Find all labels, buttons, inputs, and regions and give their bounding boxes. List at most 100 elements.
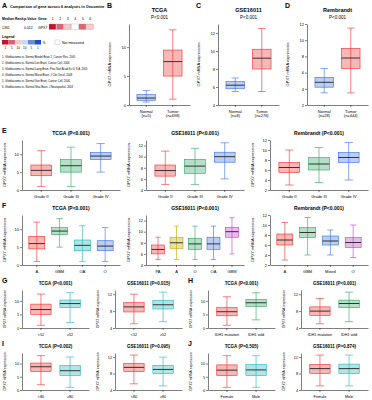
y-tick-mark bbox=[20, 301, 22, 302]
y-axis-line bbox=[22, 141, 23, 191]
whisker-cap-min bbox=[174, 259, 179, 260]
box bbox=[217, 356, 237, 388]
y-tick: 5 bbox=[203, 376, 208, 380]
x-tick-label: IDH1 mutation bbox=[215, 333, 239, 337]
box-body bbox=[152, 245, 165, 254]
box-body bbox=[226, 82, 245, 89]
x-tick: Normal(n=8) bbox=[229, 105, 242, 118]
median bbox=[185, 166, 206, 167]
y-tick-mark bbox=[305, 40, 307, 41]
y-tick-label: 10 bbox=[263, 148, 268, 153]
y-tick-label: 10 bbox=[15, 362, 19, 366]
box bbox=[207, 226, 220, 259]
y-tick-label: 12 bbox=[294, 293, 298, 297]
y-tick-label: 8 bbox=[213, 67, 216, 72]
median bbox=[315, 82, 334, 83]
y-axis: 0510 bbox=[122, 25, 130, 108]
title: GSE16011 (P=0.015) bbox=[127, 281, 170, 286]
colorbar-cell bbox=[28, 40, 35, 45]
box-body bbox=[300, 228, 316, 238]
y-tick: 2 bbox=[265, 263, 270, 268]
x-tick-mark bbox=[172, 105, 173, 107]
whisker-cap-min bbox=[232, 91, 239, 92]
y-tick-label: 4 bbox=[213, 103, 216, 108]
x-axis: <52≥52 bbox=[116, 328, 183, 337]
y-axis: 4681012 bbox=[139, 216, 147, 268]
y-tick: 6 bbox=[141, 252, 146, 257]
x-tick-label: Female bbox=[314, 395, 327, 399]
y-tick-label: 6 bbox=[213, 85, 216, 90]
x-axis-line bbox=[271, 265, 369, 266]
box-body bbox=[153, 301, 173, 309]
y-axis-title: GPX7 mRNA expression bbox=[250, 143, 255, 187]
colorbar-label: 10 bbox=[17, 46, 21, 50]
x-tick-mark bbox=[82, 265, 83, 267]
y-axis-line bbox=[115, 354, 116, 391]
x-tick: IDH1 mutation bbox=[215, 328, 239, 337]
y-tick-label: 5 bbox=[203, 376, 205, 380]
y-axis: 0510 bbox=[15, 291, 23, 331]
y-axis: 4812 bbox=[108, 291, 116, 331]
y-tick-mark bbox=[144, 190, 146, 191]
median bbox=[246, 302, 266, 303]
x-tick-label: ≥52 bbox=[67, 333, 73, 337]
box-body bbox=[185, 159, 206, 173]
median bbox=[339, 303, 359, 304]
whisker-cap-max bbox=[316, 298, 324, 299]
y-tick: 8 bbox=[296, 310, 301, 314]
oncomine-panel: AComparison of gene across 6 analyses in… bbox=[2, 2, 104, 89]
whisker-cap-max bbox=[345, 355, 353, 356]
y-tick: 5 bbox=[203, 313, 208, 317]
box-body bbox=[137, 95, 156, 101]
x-tick-mark bbox=[261, 105, 262, 107]
y-tick-mark bbox=[206, 301, 208, 302]
x-tick-label: Grade III bbox=[63, 194, 79, 199]
analysis-entry: 6. Glioblastoma vs. Normal Shai Brain, J… bbox=[2, 85, 74, 89]
y-tick: 5 bbox=[17, 245, 22, 250]
whisker-cap-min bbox=[37, 186, 45, 187]
y-tick-mark bbox=[268, 215, 270, 216]
box bbox=[246, 293, 266, 320]
y-tick-mark bbox=[144, 254, 146, 255]
median bbox=[252, 58, 271, 59]
whisker-cap-max bbox=[285, 150, 293, 151]
x-tick-mark bbox=[231, 265, 232, 267]
x-axis-line bbox=[23, 265, 121, 266]
y-axis-title: GPX7 mRNA expression bbox=[3, 290, 7, 328]
whisker-cap-max bbox=[159, 357, 167, 358]
x-tick: Grade III bbox=[187, 190, 203, 199]
x-tick-label-line: (n=698) bbox=[166, 113, 181, 118]
whisker-cap-min bbox=[316, 323, 324, 324]
x-tick-label: O bbox=[193, 269, 196, 274]
whisker-cap-max bbox=[258, 28, 265, 29]
x-tick-mark bbox=[71, 190, 72, 192]
whisker-cap-max bbox=[159, 292, 167, 293]
x-tick: OA bbox=[211, 265, 217, 274]
box-body bbox=[31, 363, 51, 371]
column-header: Median Rank bbox=[2, 17, 24, 21]
median bbox=[31, 170, 52, 171]
whisker-cap-max bbox=[232, 78, 239, 79]
whisker-cap-min bbox=[285, 185, 293, 186]
x-tick-label: GBM bbox=[55, 269, 64, 274]
y-tick-label: 10 bbox=[15, 152, 20, 157]
x-tick-label-line: (n=28) bbox=[318, 113, 330, 118]
y-tick-label: 0 bbox=[124, 103, 127, 108]
x-tick: Grade II bbox=[282, 190, 296, 199]
y-tick: 12 bbox=[108, 356, 115, 360]
y-tick-mark bbox=[113, 294, 115, 295]
x-tick: GBM bbox=[303, 265, 312, 274]
y-tick-label: 4 bbox=[141, 263, 144, 268]
box-body bbox=[60, 366, 80, 376]
x-tick-mark bbox=[307, 265, 308, 267]
x-tick-label: <52 bbox=[131, 333, 137, 337]
x-tick-label: A bbox=[283, 269, 286, 274]
y-tick: 4 bbox=[296, 327, 301, 331]
x-tick: A bbox=[283, 265, 286, 274]
y-tick-mark bbox=[20, 154, 22, 155]
title: GSE16011 bbox=[235, 7, 262, 13]
box-body bbox=[309, 158, 330, 171]
y-axis-title: GPX7 mRNA expression bbox=[250, 218, 255, 262]
y-tick-label: 12 bbox=[300, 22, 305, 27]
whisker-cap-min bbox=[191, 184, 199, 185]
